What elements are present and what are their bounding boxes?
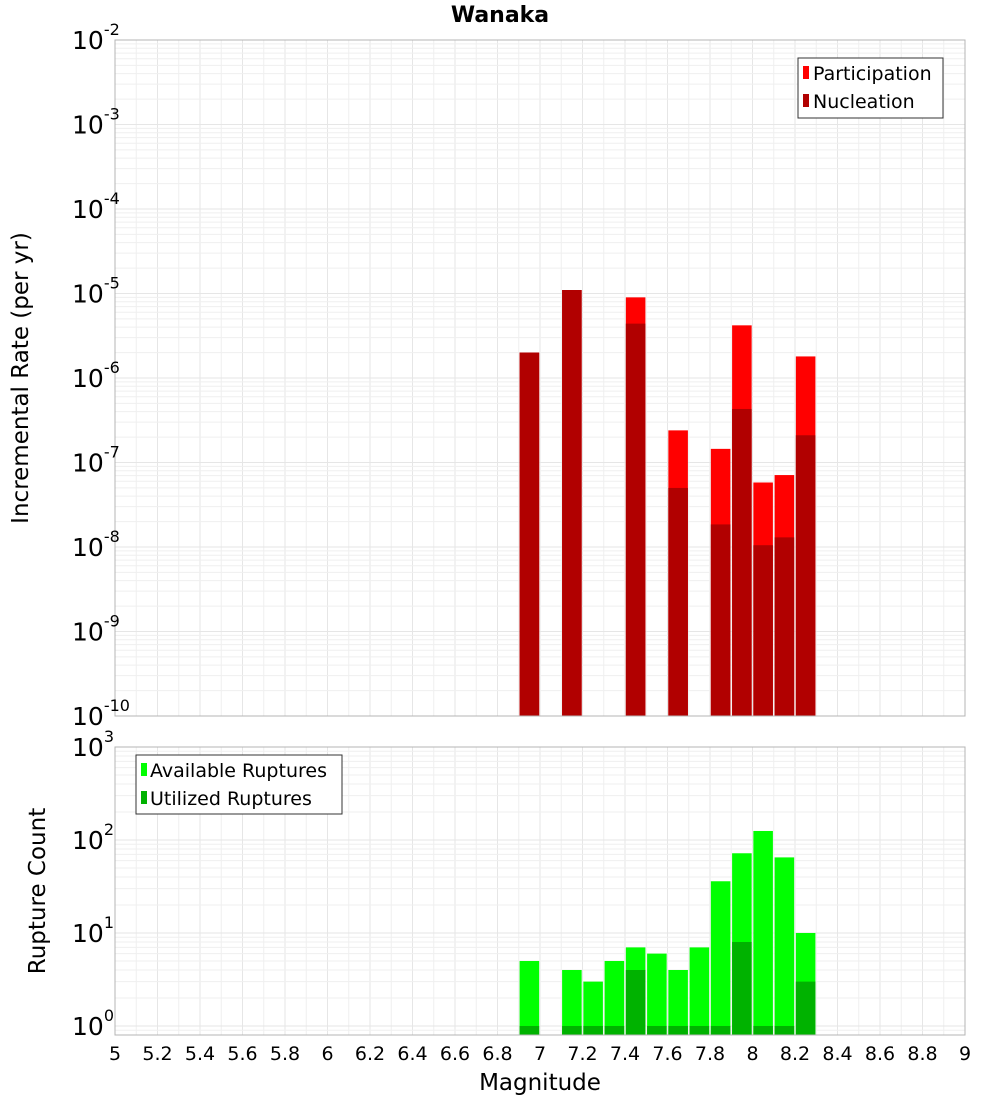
x-tick-label: 8.2 (780, 1043, 810, 1065)
count-gridlines (114, 746, 966, 1036)
y-tick-label: 100 (72, 1006, 114, 1041)
x-tick-label: 7.6 (652, 1043, 682, 1065)
y-tick-label: 10-3 (72, 105, 120, 140)
x-tick-label: 6.4 (397, 1043, 427, 1065)
count-bar-available-ruptures (562, 969, 582, 1035)
x-tick-label: 8 (746, 1043, 758, 1065)
x-tick-label: 6.6 (440, 1043, 470, 1065)
count-bar-available-ruptures (774, 857, 795, 1035)
rate-gridlines (114, 39, 966, 717)
rate-bar-nucleation (774, 537, 795, 716)
x-tick-label: 5.4 (185, 1043, 215, 1065)
y-tick-label: 10-4 (72, 189, 120, 224)
count-bar-utilized-ruptures (732, 942, 752, 1035)
x-tick-label: 7.2 (567, 1043, 597, 1065)
count-bar-available-ruptures (604, 960, 625, 1035)
count-bar-available-ruptures (753, 830, 773, 1035)
count-bar-utilized-ruptures (710, 1025, 731, 1035)
x-tick-label: 8.8 (907, 1043, 937, 1065)
y-tick-label: 10-10 (72, 696, 130, 731)
rate-panel: 10-10 10-9 10-8 10-7 10-6 10-5 10-4 10-3 10-2 In… (8, 20, 966, 731)
count-plot-frame (114, 746, 966, 1036)
rate-y-tick-labels: 10-10 10-9 10-8 10-7 10-6 10-5 10-4 10-3 10-2 (72, 20, 130, 731)
x-tick-labels: 5 5.2 5.4 5.6 5.8 6 6.2 6.4 6.6 6.8 7 7.2 7.4 7.6 7.8 8… (109, 1043, 971, 1065)
count-bar-utilized-ruptures (795, 981, 816, 1035)
rate-bar-nucleation (519, 352, 540, 716)
x-tick-label: 7.8 (695, 1043, 725, 1065)
rate-bar-nucleation (625, 323, 646, 716)
chart-title: Wanaka (451, 3, 549, 28)
x-tick-label: 9 (959, 1043, 971, 1065)
y-tick-label: 10-6 (72, 358, 120, 393)
count-y-tick-labels: 100 101 102 103 (72, 727, 114, 1041)
count-bar-utilized-ruptures (668, 1025, 688, 1035)
y-tick-label: 10-2 (72, 20, 120, 55)
count-bar-available-ruptures (689, 947, 710, 1035)
count-bar-utilized-ruptures (689, 1025, 710, 1035)
x-tick-label: 6.8 (482, 1043, 512, 1065)
count-bar-utilized-ruptures (625, 969, 646, 1035)
rate-y-axis-label: Incremental Rate (per yr) (8, 232, 34, 524)
x-tick-label: 7.4 (610, 1043, 640, 1065)
x-tick-label: 6 (321, 1043, 333, 1065)
count-legend-box (135, 754, 343, 815)
y-tick-label: 102 (72, 820, 114, 855)
count-bar-utilized-ruptures (647, 1025, 667, 1035)
legend-label-available-ruptures: Available Ruptures (150, 760, 327, 782)
rate-bars (519, 290, 816, 716)
x-tick-label: 8.4 (822, 1043, 852, 1065)
count-legend: Available Ruptures Utilized Ruptures (135, 754, 343, 815)
count-bar-available-ruptures (519, 960, 540, 1035)
x-tick-label: 7 (534, 1043, 546, 1065)
x-tick-label: 8.6 (865, 1043, 895, 1065)
legend-swatch-participation (803, 66, 809, 79)
count-panel: 100 101 102 103 Rupture Count Available Rup… (25, 727, 971, 1096)
y-tick-label: 10-9 (72, 612, 120, 647)
rate-plot-frame (114, 39, 966, 717)
rate-bar-nucleation (732, 408, 752, 716)
legend-label-participation: Participation (813, 63, 932, 85)
y-tick-label: 103 (72, 727, 114, 762)
legend-swatch-available-ruptures (141, 763, 147, 776)
rate-bar-nucleation (795, 435, 816, 716)
x-tick-label: 5.2 (142, 1043, 172, 1065)
rate-bar-nucleation (753, 545, 773, 716)
x-tick-label: 5.8 (270, 1043, 300, 1065)
y-tick-label: 10-8 (72, 527, 120, 562)
x-tick-label: 5 (109, 1043, 121, 1065)
count-bar-utilized-ruptures (519, 1025, 540, 1035)
x-tick-label: 5.6 (227, 1043, 257, 1065)
count-bar-utilized-ruptures (562, 1025, 582, 1035)
y-tick-label: 101 (72, 913, 114, 948)
legend-swatch-nucleation (803, 94, 809, 107)
y-tick-label: 10-5 (72, 274, 120, 309)
rate-legend: Participation Nucleation (797, 57, 944, 119)
rate-bar-nucleation (562, 290, 582, 716)
count-bar-available-ruptures (710, 881, 731, 1035)
count-bar-utilized-ruptures (753, 1025, 773, 1035)
count-bar-utilized-ruptures (583, 1025, 603, 1035)
rate-bar-nucleation (710, 524, 731, 716)
count-bar-available-ruptures (647, 953, 667, 1035)
count-bars (519, 830, 816, 1035)
legend-label-nucleation: Nucleation (813, 91, 915, 113)
count-bar-utilized-ruptures (774, 1025, 795, 1035)
count-y-axis-label: Rupture Count (25, 808, 51, 974)
rate-bar-nucleation (668, 487, 688, 716)
count-bar-utilized-ruptures (604, 1025, 625, 1035)
count-bar-available-ruptures (668, 969, 688, 1035)
x-tick-label: 6.2 (355, 1043, 385, 1065)
rate-legend-box (797, 57, 944, 119)
x-axis-label: Magnitude (479, 1070, 601, 1096)
legend-label-utilized-ruptures: Utilized Ruptures (150, 788, 312, 810)
count-bar-available-ruptures (583, 981, 603, 1035)
y-tick-label: 10-7 (72, 443, 120, 478)
legend-swatch-utilized-ruptures (141, 791, 147, 804)
